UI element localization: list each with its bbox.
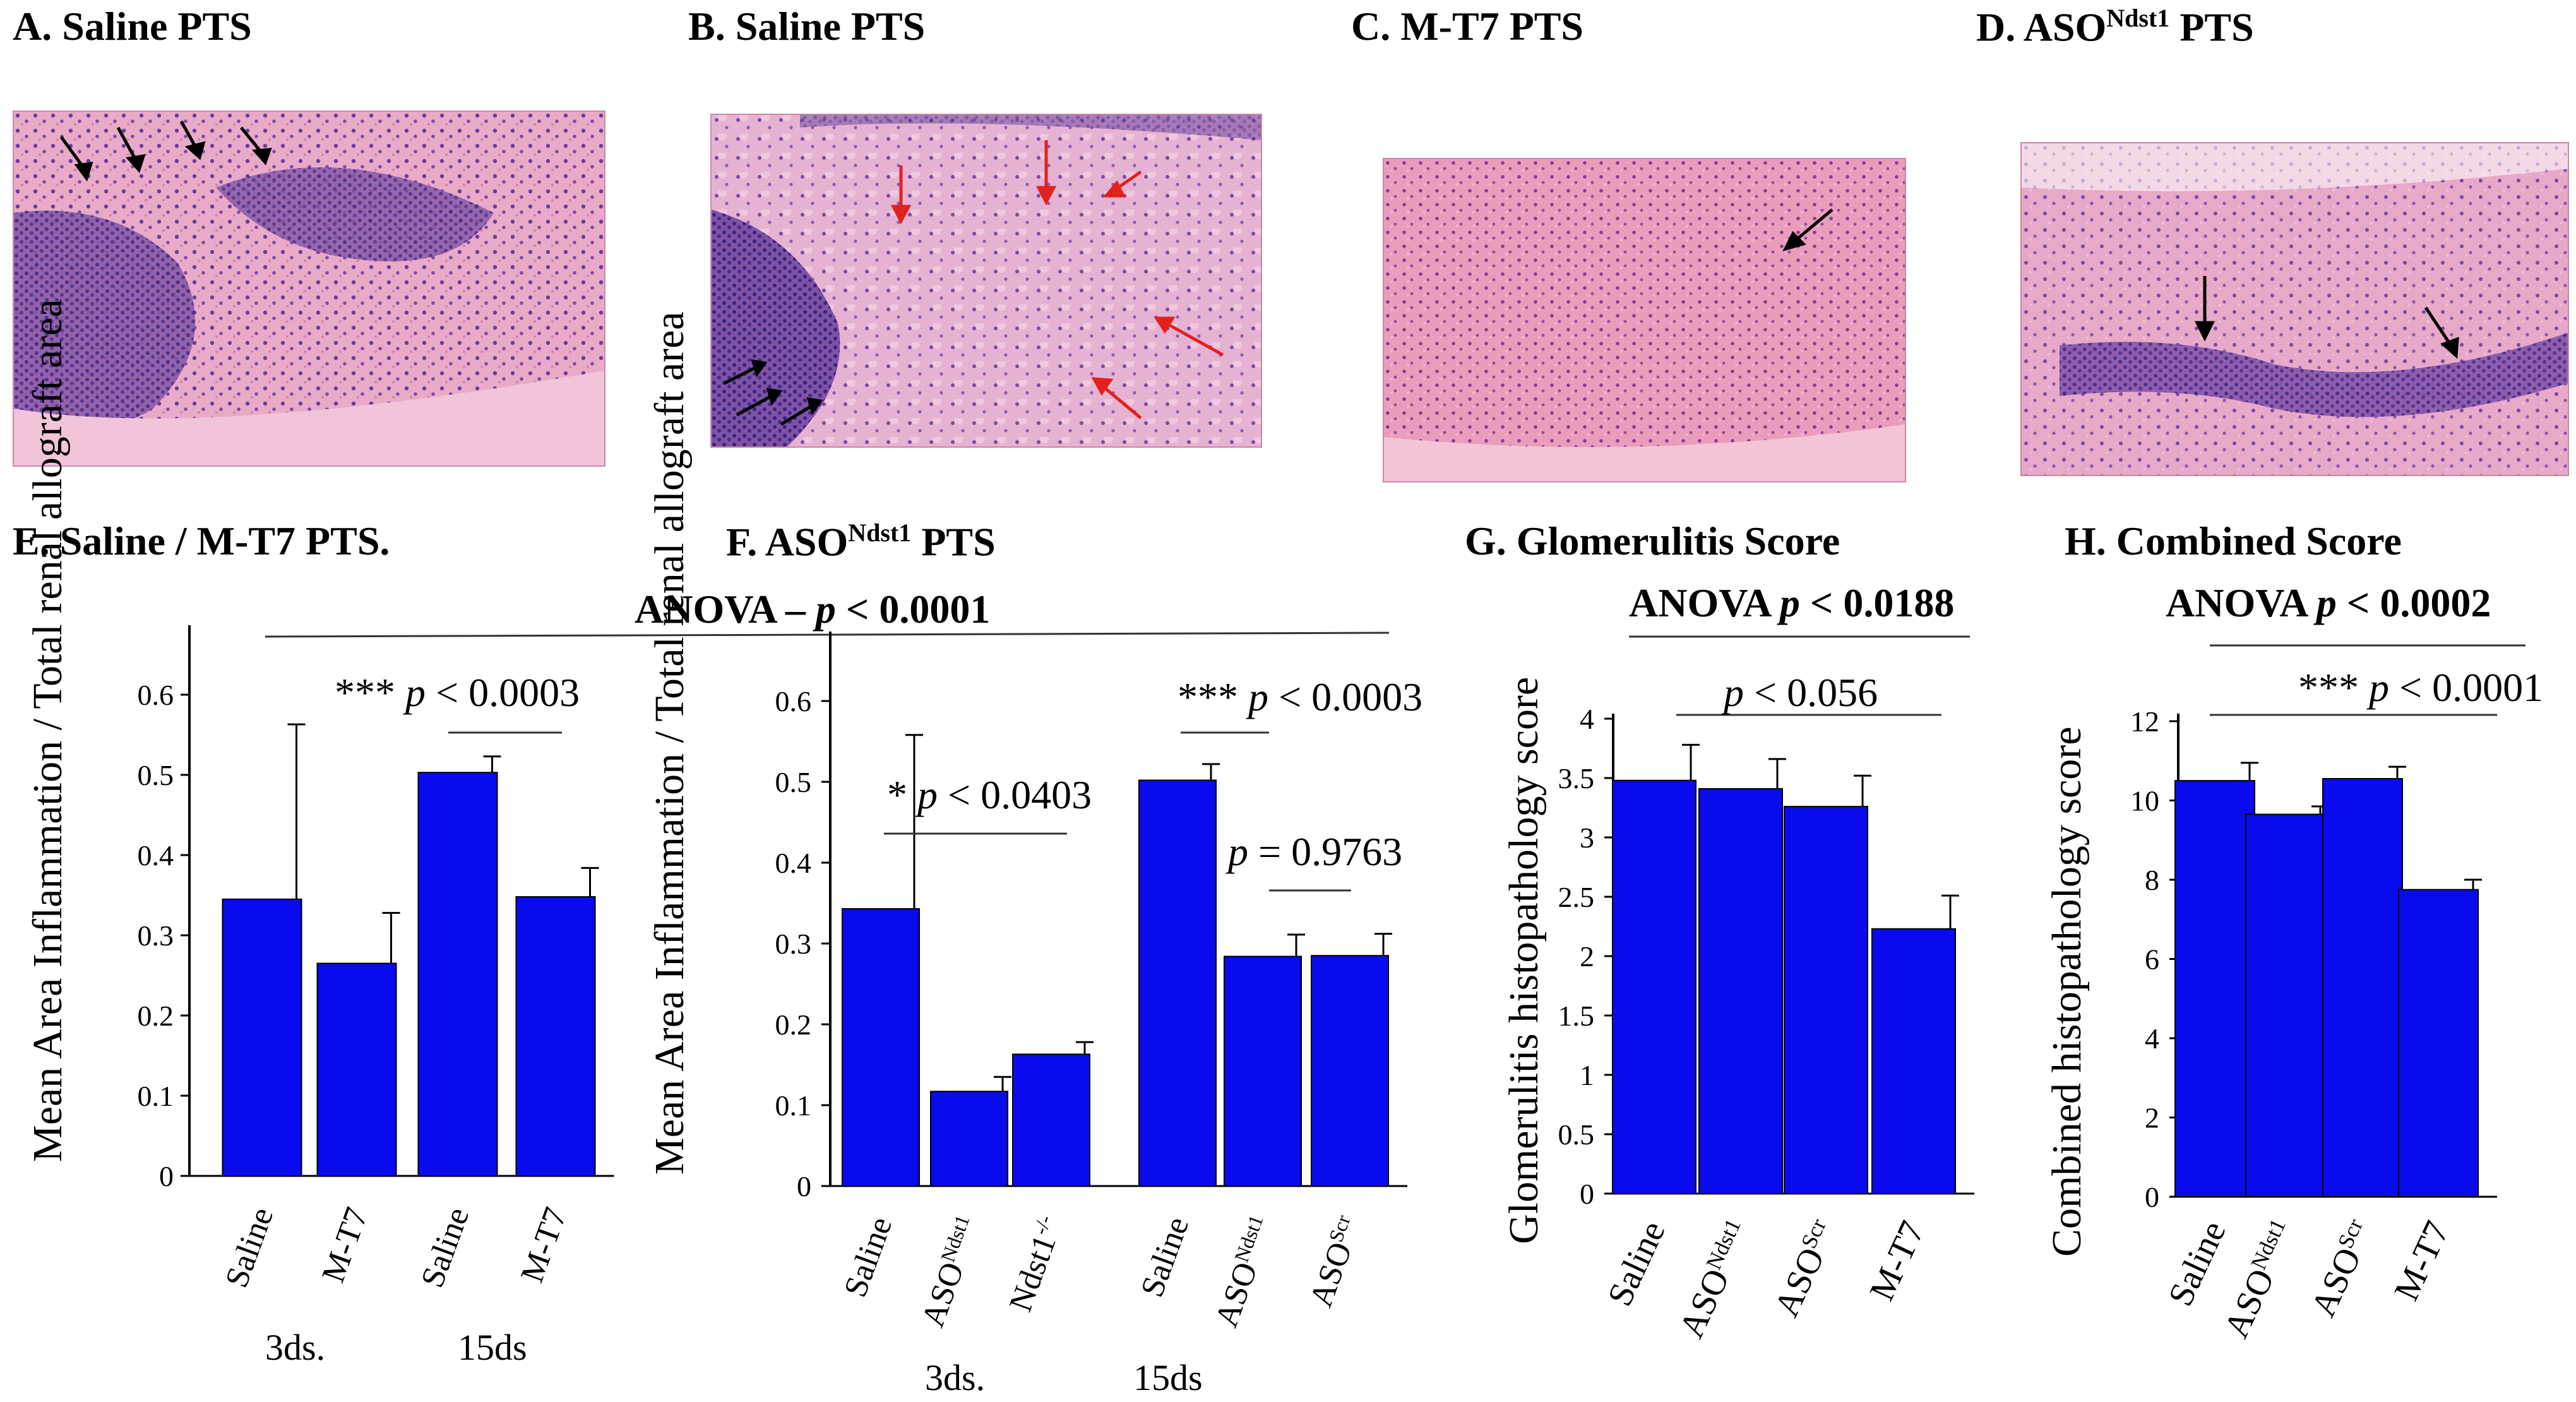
chart-h-bar [2398, 889, 2479, 1197]
chart-e-bar [316, 962, 397, 1177]
panel-d-title: D. ASONdst1 PTS [1976, 4, 2254, 50]
histology-image-d [2020, 142, 2569, 476]
chart-e-tick-label: 0.1 [138, 1080, 174, 1112]
chart-g-tick-label: 0.5 [1558, 1118, 1595, 1151]
panel-g-title: G. Glomerulitis Score [1465, 518, 1840, 563]
chart-g-tick-label: 3.5 [1558, 762, 1595, 794]
chart-e-tick-label: 0.5 [138, 759, 174, 791]
anova-g-label: ANOVA p < 0.0188 [1629, 580, 1955, 625]
anova-h-label: ANOVA p < 0.0002 [2166, 580, 2491, 625]
chart-g-tick-label: 1.5 [1558, 1000, 1595, 1032]
chart-f-tick-label: 0.3 [775, 928, 812, 960]
chart-h-bar [2174, 780, 2255, 1197]
chart-h-tick-label: 2 [2145, 1102, 2159, 1134]
chart-h-tick-label: 10 [2130, 785, 2159, 817]
chart-f-bar [842, 908, 920, 1187]
chart-g-tick-label: 1 [1580, 1059, 1594, 1091]
chart-e-tick-label: 0.6 [138, 679, 174, 711]
chart-e-category-label: Saline [414, 1203, 476, 1293]
chart-h-category-label: ASOScr [2303, 1214, 2382, 1322]
chart-e-bar [515, 896, 596, 1177]
chart-g-bar [1784, 806, 1868, 1194]
histology-image-c [1383, 158, 1906, 482]
chart-e-tick-label: 0 [159, 1160, 174, 1192]
chart-f-bar [1138, 779, 1217, 1187]
chart-f-tick-label: 0 [797, 1170, 811, 1202]
chart-f-bar [930, 1091, 1008, 1187]
chart-h-annotation: *** p < 0.0001 [2298, 665, 2543, 710]
chart-f-annotation: * p < 0.0403 [887, 772, 1092, 817]
chart-e-bar [222, 898, 302, 1177]
chart-g-tick-label: 2.5 [1558, 881, 1595, 913]
chart-g-category-label: Saline [1600, 1215, 1673, 1312]
chart-f-tick-label: 0.4 [775, 847, 812, 879]
chart-g-category-label: M-T7 [1862, 1215, 1932, 1307]
chart-e-bar [417, 772, 498, 1177]
chart-f-category-label: ASONdst1 [914, 1212, 987, 1332]
chart-f-category-label: ASONdst1 [1207, 1212, 1281, 1332]
chart-e-annotation: *** p < 0.0003 [335, 670, 580, 715]
chart-e-category-label: M-T7 [514, 1203, 574, 1288]
chart-e-category-label: M-T7 [315, 1203, 375, 1288]
chart-f-category-label: Saline [1134, 1213, 1196, 1302]
chart-g-tick-label: 4 [1580, 703, 1594, 735]
chart-h-bar [2322, 777, 2403, 1198]
panel-a-title: A. Saline PTS [13, 4, 252, 49]
chart-g-bar [1612, 779, 1696, 1194]
chart-f-tick-label: 0.2 [775, 1009, 812, 1041]
chart-e-tick-label: 0.4 [138, 839, 174, 872]
chart-e-group-3ds: 3ds. [265, 1327, 326, 1368]
chart-f-annotation: p = 0.9763 [1225, 829, 1402, 874]
panel-b-title: B. Saline PTS [688, 4, 926, 49]
chart-g-bar [1698, 788, 1783, 1195]
chart-f-bar [1012, 1053, 1090, 1187]
chart-h-tick-label: 8 [2145, 864, 2159, 896]
chart-f-tick-label: 0.6 [775, 685, 812, 717]
chart-f-group-15ds: 15ds [1133, 1357, 1203, 1398]
anova-ef-line [265, 632, 1390, 638]
panel-f-title: F. ASONdst1 PTS [726, 518, 996, 565]
chart-f-category-label: ASOScr [1302, 1212, 1369, 1312]
chart-g-tick-label: 3 [1580, 822, 1594, 854]
histology-image-b [710, 114, 1262, 448]
chart-g-category-label: ASOScr [1766, 1214, 1845, 1322]
chart-h-tick-label: 12 [2130, 705, 2159, 738]
chart-e-tick-label: 0.3 [138, 920, 174, 952]
anova-ef-label: ANOVA – p < 0.0001 [635, 587, 991, 632]
chart-h-bar [2245, 813, 2326, 1197]
chart-g-bar [1871, 928, 1956, 1194]
histology-image-a [13, 111, 605, 467]
chart-e-group-15ds: 15ds [458, 1327, 527, 1368]
chart-h-category-label: Saline [2161, 1215, 2233, 1312]
chart-h-tick-label: 4 [2145, 1022, 2159, 1055]
chart-g-tick-label: 0 [1580, 1178, 1594, 1210]
chart-f-category-label: Ndst1-/- [1001, 1212, 1070, 1316]
panel-h-title: H. Combined Score [2065, 518, 2402, 563]
chart-g-category-label: ASONdst1 [1671, 1215, 1760, 1344]
chart-f-tick-label: 0.1 [775, 1089, 812, 1122]
chart-f-group-3ds: 3ds. [925, 1357, 986, 1398]
chart-e-tick-label: 0.2 [138, 1000, 174, 1032]
chart-e-category-label: Saline [218, 1203, 280, 1293]
panel-e-title: E. Saline / M-T7 PTS. [13, 518, 390, 563]
chart-h-category-label: M-T7 [2387, 1215, 2457, 1307]
chart-f-category-label: Saline [837, 1213, 899, 1302]
chart-h-tick-label: 6 [2145, 944, 2159, 976]
chart-f-annotation: *** p < 0.0003 [1178, 674, 1422, 719]
chart-f-bar [1311, 955, 1389, 1187]
chart-g-tick-label: 2 [1580, 940, 1594, 973]
chart-g-annotation: p < 0.056 [1721, 670, 1878, 715]
chart-f-bar [1224, 956, 1302, 1187]
chart-h-tick-label: 0 [2145, 1181, 2159, 1213]
chart-f-tick-label: 0.5 [775, 766, 812, 798]
panel-c-title: C. M-T7 PTS [1351, 4, 1583, 49]
